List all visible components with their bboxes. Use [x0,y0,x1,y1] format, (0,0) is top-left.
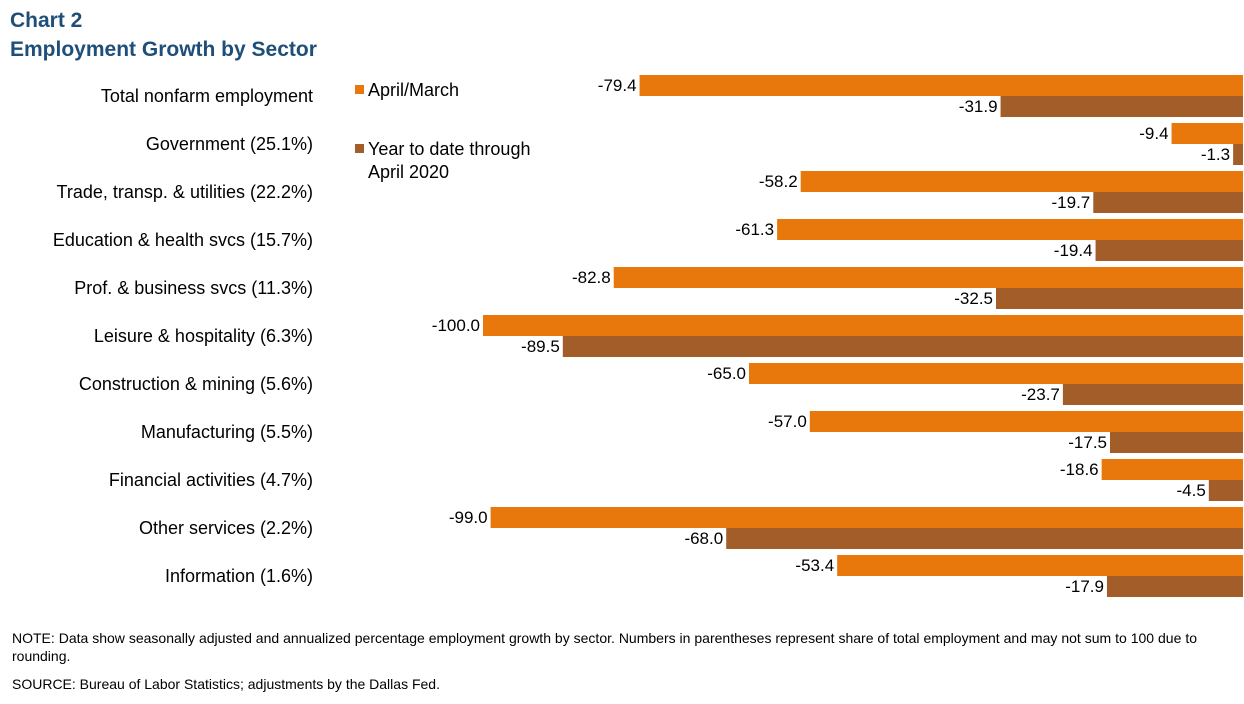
bar-year-to-date [1233,144,1243,165]
data-label-april-march: -100.0 [432,316,480,335]
category-label: Other services (2.2%) [139,518,313,538]
bar-year-to-date [996,288,1243,309]
data-label-april-march: -57.0 [768,412,807,431]
legend-label-april-march: April/March [368,80,459,100]
bar-april-march [800,171,1243,192]
data-label-april-march: -9.4 [1139,124,1168,143]
data-label-april-march: -61.3 [735,220,774,239]
data-label-year-to-date: -19.4 [1054,241,1093,260]
bar-april-march [809,411,1243,432]
data-label-april-march: -65.0 [707,364,746,383]
bar-april-march [749,363,1243,384]
category-label: Total nonfarm employment [101,86,313,106]
chart-title-block: Chart 2 Employment Growth by Sector [10,6,317,64]
category-label: Education & health svcs (15.7%) [53,230,313,250]
bar-year-to-date [1110,432,1243,453]
data-label-april-march: -53.4 [795,556,834,575]
chart-source: SOURCE: Bureau of Labor Statistics; adju… [12,676,440,692]
bar-year-to-date [562,336,1243,357]
data-label-year-to-date: -89.5 [521,337,560,356]
bar-chart: Total nonfarm employment -79.4 -31.9 Govern… [53,75,1244,597]
data-label-year-to-date: -31.9 [959,97,998,116]
bar-year-to-date [1000,96,1243,117]
data-label-year-to-date: -23.7 [1021,385,1060,404]
category-label: Government (25.1%) [146,134,313,154]
legend-swatch-april-march [355,85,364,94]
legend-label-year-to-date: April 2020 [368,162,449,182]
data-label-year-to-date: -19.7 [1052,193,1091,212]
category-label: Financial activities (4.7%) [109,470,313,490]
bar-april-march [837,555,1243,576]
bar-year-to-date [1093,192,1243,213]
chart-note: NOTE: Data show seasonally adjusted and … [12,630,1197,664]
chart-title: Employment Growth by Sector [10,38,317,61]
data-label-year-to-date: -17.5 [1068,433,1107,452]
legend-swatch-year-to-date [355,144,364,153]
data-label-year-to-date: -68.0 [684,529,723,548]
bar-year-to-date [1062,384,1243,405]
bar-year-to-date [1095,240,1243,261]
bar-april-march [483,315,1243,336]
bar-year-to-date [1106,576,1243,597]
data-label-year-to-date: -4.5 [1177,481,1206,500]
bar-april-march [1101,459,1243,480]
data-label-april-march: -99.0 [449,508,488,527]
bar-april-march [1171,123,1243,144]
data-label-april-march: -58.2 [759,172,798,191]
chart-number: Chart 2 [10,9,83,32]
data-label-april-march: -18.6 [1060,460,1099,479]
category-label: Trade, transp. & utilities (22.2%) [57,182,313,202]
category-label: Manufacturing (5.5%) [141,422,313,442]
category-label: Leisure & hospitality (6.3%) [94,326,313,346]
bar-april-march [490,507,1244,528]
data-label-april-march: -82.8 [572,268,611,287]
legend-label-year-to-date: Year to date through [368,139,530,159]
bar-april-march [639,75,1243,96]
data-label-year-to-date: -32.5 [954,289,993,308]
data-label-year-to-date: -17.9 [1065,577,1104,596]
category-label: Prof. & business svcs (11.3%) [74,278,313,298]
bar-year-to-date [1208,480,1243,501]
category-label: Construction & mining (5.6%) [79,374,313,394]
category-label: Information (1.6%) [165,566,313,586]
data-label-april-march: -79.4 [598,76,637,95]
bar-april-march [613,267,1243,288]
data-label-year-to-date: -1.3 [1201,145,1230,164]
bar-year-to-date [726,528,1243,549]
bar-april-march [777,219,1243,240]
